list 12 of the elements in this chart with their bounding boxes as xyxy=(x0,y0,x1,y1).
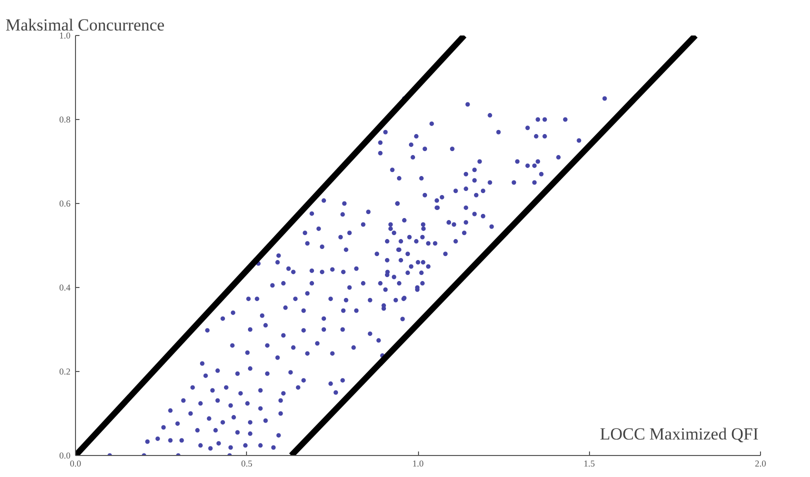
x-tick-label: 0.5 xyxy=(241,458,253,468)
y-tick-label: 0.0 xyxy=(59,450,71,460)
x-axis-title: LOCC Maximized QFI xyxy=(600,424,759,444)
x-tick-label: 1.5 xyxy=(584,458,596,468)
x-tick-label: 1.0 xyxy=(412,458,424,468)
x-tick-label: 2.0 xyxy=(754,458,767,468)
y-tick-label: 0.8 xyxy=(59,114,71,124)
y-tick-label: 1.0 xyxy=(59,30,71,40)
y-tick-label: 0.2 xyxy=(59,366,70,376)
y-tick-label: 0.6 xyxy=(59,198,71,208)
y-tick-label: 0.4 xyxy=(59,282,71,292)
x-tick-label: 0.0 xyxy=(70,458,82,468)
